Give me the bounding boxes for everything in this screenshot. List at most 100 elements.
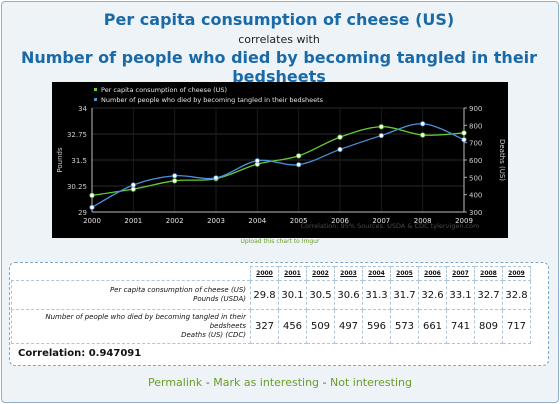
bedsheet-data-point	[461, 137, 467, 143]
x-tick-label: 2003	[207, 217, 225, 225]
permalink-link[interactable]: Permalink	[148, 376, 203, 389]
chart-watermark: Correlation: 95% Sources: USDA & CDC tyl…	[301, 222, 480, 230]
data-table-box: 2000 2001 2002 2003 2004 2005 2006 2007 …	[9, 262, 549, 366]
cheese-data-point	[130, 186, 136, 192]
empty-corner-cell	[12, 267, 251, 281]
y-tick-left: 30.25	[67, 183, 87, 191]
cheese-value-cell: 32.8	[502, 280, 531, 310]
not-interesting-link[interactable]: Not interesting	[330, 376, 412, 389]
year-header-row: 2000 2001 2002 2003 2004 2005 2006 2007 …	[12, 266, 531, 281]
y-tick-left: 29	[78, 209, 87, 217]
year-cell: 2004	[362, 266, 391, 281]
cheese-value-cell: 30.5	[306, 280, 335, 310]
correlation-value: Correlation: 0.947091	[18, 348, 142, 359]
cheese-unit-text: Pounds (USDA)	[193, 295, 246, 303]
bedsheet-data-point	[172, 173, 178, 179]
cheese-data-point	[420, 132, 426, 138]
bedsheet-row-label: Number of people who died by becoming ta…	[11, 309, 251, 344]
mark-interesting-link[interactable]: Mark as interesting	[213, 376, 320, 389]
title-bedsheets: Number of people who died by becoming ta…	[20, 48, 538, 86]
cheese-value-cell: 30.1	[278, 280, 307, 310]
cheese-label-text: Per capita consumption of cheese (US)	[109, 286, 246, 294]
bedsheet-row: Number of people who died by becoming ta…	[11, 309, 531, 344]
bedsheet-data-point	[296, 162, 302, 168]
bedsheet-data-point	[420, 121, 426, 127]
bedsheet-unit-text: Deaths (US) (CDC)	[181, 331, 246, 339]
y-tick-right: 800	[469, 122, 482, 130]
cheese-value-cell: 31.7	[390, 280, 419, 310]
title-cheese: Per capita consumption of cheese (US)	[103, 10, 455, 29]
bedsheet-value-cell: 509	[306, 309, 335, 344]
year-cell: 2009	[502, 266, 531, 281]
bedsheet-data-point	[254, 158, 260, 164]
cheese-data-point	[337, 134, 343, 140]
y-axis-label-right: Deaths (US)	[498, 139, 506, 181]
bedsheet-label-text-a: Number of people who died by becoming ta…	[45, 313, 246, 321]
cheese-row: Per capita consumption of cheese (US) Pou…	[11, 280, 531, 310]
year-cell: 2005	[390, 266, 419, 281]
footer-separator: -	[319, 376, 330, 389]
y-tick-right: 400	[469, 192, 482, 200]
year-cell: 2008	[474, 266, 503, 281]
chart-svg: 3432.7531.530.25299008007006005004003002…	[56, 86, 506, 230]
bedsheet-value-cell: 573	[390, 309, 419, 344]
x-tick-label: 2008	[414, 217, 432, 225]
year-cell: 2002	[306, 266, 335, 281]
y-tick-right: 600	[469, 157, 482, 165]
bedsheet-value-cell: 717	[502, 309, 531, 344]
bedsheet-value-cell: 661	[418, 309, 447, 344]
chart-container: 34 32.75 31.5 30.25 29 900 800 700 600 500 400 300 2…	[52, 82, 508, 238]
legend-label: Number of people who died by becoming ta…	[101, 96, 324, 104]
y-tick-left: 32.75	[67, 131, 87, 139]
upload-chart-link[interactable]: Upload this chart to Imgur	[240, 238, 320, 245]
correlates-with-text: correlates with	[238, 33, 320, 46]
cheese-value-cell: 32.7	[474, 280, 503, 310]
bedsheet-data-point	[337, 146, 343, 153]
cheese-data-point	[172, 178, 178, 184]
cheese-data-point	[89, 192, 95, 198]
cheese-data-point	[296, 153, 302, 159]
cheese-data-point	[461, 130, 467, 136]
bedsheet-value-cell: 327	[250, 309, 279, 344]
cheese-value-cell: 31.3	[362, 280, 391, 310]
bedsheet-data-point	[213, 175, 219, 181]
data-table: 2000 2001 2002 2003 2004 2005 2006 2007 …	[11, 266, 531, 344]
y-tick-right: 700	[469, 140, 482, 148]
bedsheet-value-cell: 809	[474, 309, 503, 344]
year-cell: 2000	[250, 266, 279, 281]
y-tick-left: 34	[78, 105, 87, 113]
legend-swatch	[94, 88, 97, 91]
cheese-value-cell: 33.1	[446, 280, 475, 310]
year-cell: 2001	[278, 266, 307, 281]
x-tick-label: 2004	[248, 217, 266, 225]
cheese-series-line	[91, 126, 465, 197]
footer-separator: -	[202, 376, 214, 389]
bedsheet-data-point	[378, 132, 384, 139]
y-tick-right: 300	[469, 209, 482, 217]
x-tick-label: 2002	[166, 217, 184, 225]
y-tick-right: 900	[469, 105, 482, 113]
legend-swatch	[94, 98, 97, 101]
cheese-row-label: Per capita consumption of cheese (US) Pou…	[11, 280, 251, 310]
x-tick-label: 2005	[290, 217, 308, 225]
bedsheet-value-cell: 456	[278, 309, 307, 344]
legend-label: Per capita consumption of cheese (US)	[101, 86, 227, 94]
year-cell: 2003	[334, 266, 363, 281]
cheese-data-point	[378, 124, 384, 130]
year-cell: 2007	[446, 266, 475, 281]
bedsheet-value-cell: 596	[362, 309, 391, 344]
year-cell: 2006	[418, 266, 447, 281]
y-axis-label-left: Pounds	[56, 147, 64, 173]
bedsheet-value-cell: 741	[446, 309, 475, 344]
bedsheet-value-cell: 497	[334, 309, 363, 344]
footer-links: Permalink - Mark as interesting - Not in…	[0, 376, 560, 389]
bedsheet-series-line	[91, 123, 465, 208]
x-tick-label: 2006	[331, 217, 349, 225]
x-tick-label: 2007	[372, 217, 390, 225]
bedsheet-label-text-b: bedsheets	[209, 322, 246, 330]
x-tick-label: 2009	[455, 217, 473, 225]
cheese-value-cell: 29.8	[250, 280, 279, 310]
x-tick-label: 2000	[83, 217, 101, 225]
bedsheet-data-point	[130, 182, 136, 188]
y-tick-left: 31.5	[71, 157, 87, 165]
